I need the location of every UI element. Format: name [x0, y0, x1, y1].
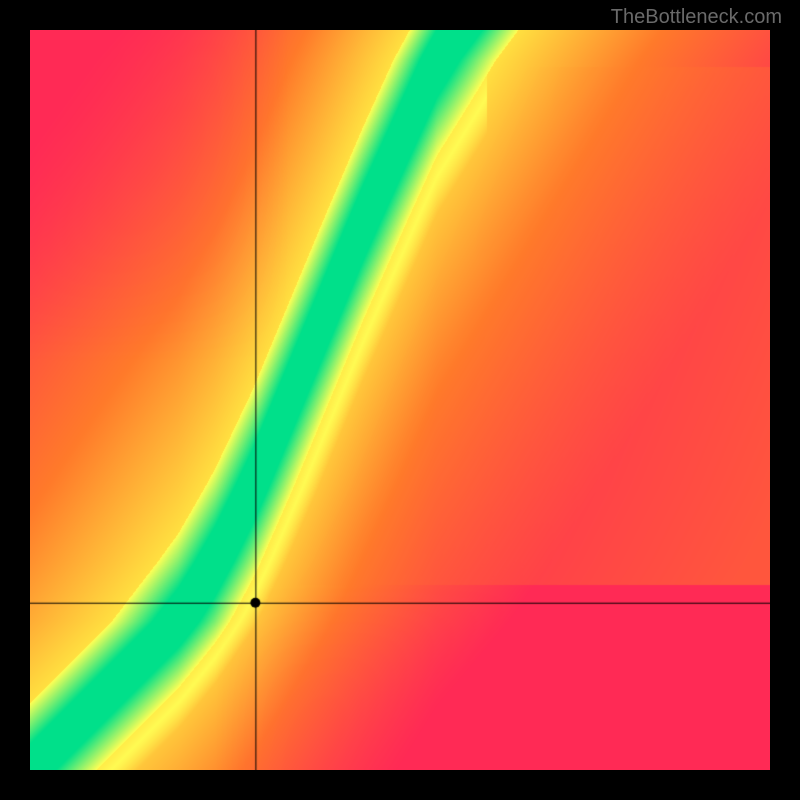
attribution-text: TheBottleneck.com [611, 6, 782, 29]
chart-container: TheBottleneck.com [0, 0, 800, 800]
heatmap-canvas [30, 30, 770, 770]
